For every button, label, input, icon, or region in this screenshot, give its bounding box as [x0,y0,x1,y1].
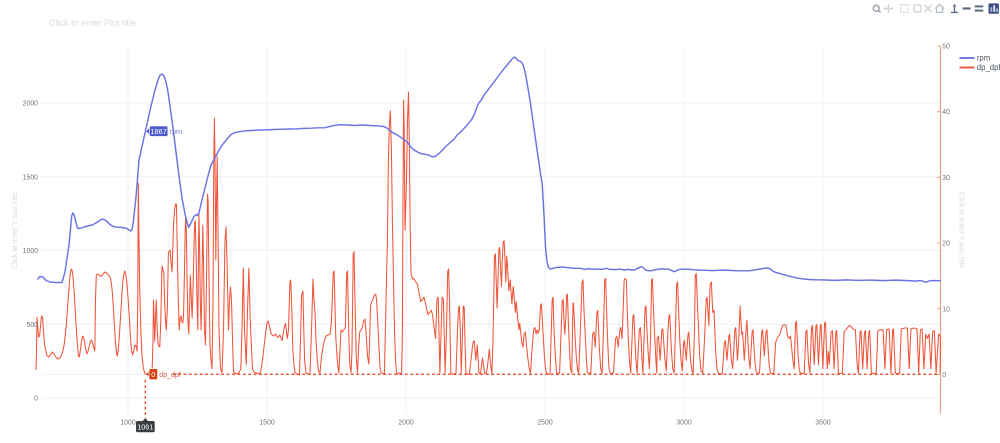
svg-text:Click to enter Y axis title: Click to enter Y axis title [958,192,967,268]
svg-text:0: 0 [151,370,155,379]
svg-text:10: 10 [942,306,950,313]
svg-text:3500: 3500 [815,420,830,427]
svg-text:3000: 3000 [676,420,691,427]
svg-text:Click to enter Plot title: Click to enter Plot title [49,18,136,28]
svg-text:0: 0 [34,396,38,403]
svg-text:2000: 2000 [23,101,38,108]
svg-text:1000: 1000 [23,248,38,255]
svg-text:rpm: rpm [169,127,182,136]
svg-text:40: 40 [942,109,950,116]
svg-text:1867: 1867 [150,127,166,136]
svg-text:1500: 1500 [23,174,38,181]
svg-text:2500: 2500 [537,420,552,427]
svg-text:dp_dpf: dp_dpf [159,372,180,379]
svg-text:500: 500 [27,322,39,329]
svg-text:1061: 1061 [137,422,153,431]
svg-text:20: 20 [942,241,950,248]
svg-text:50: 50 [942,44,950,51]
svg-text:dp_dpf: dp_dpf [977,63,1000,72]
svg-text:2000: 2000 [398,420,413,427]
svg-text:Click to enter Y axis title: Click to enter Y axis title [10,193,19,269]
svg-text:0: 0 [942,372,946,379]
svg-text:1500: 1500 [259,420,274,427]
svg-text:rpm: rpm [977,54,990,63]
svg-text:1000: 1000 [120,420,135,427]
svg-text:30: 30 [942,175,950,182]
